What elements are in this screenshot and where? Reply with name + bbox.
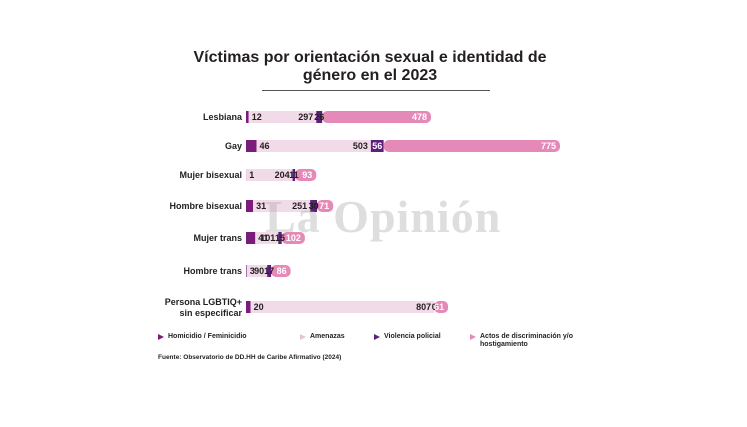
category-label: Mujer trans [193, 233, 242, 243]
data-label: 101 [260, 233, 275, 243]
legend-label-actos: Actos de discriminación y/o hostigamient… [480, 333, 573, 348]
data-label: 17 [264, 266, 274, 276]
bar-segment [255, 232, 279, 244]
bar-segment [310, 200, 317, 212]
data-label: 15 [275, 233, 285, 243]
category-label: Gay [225, 141, 242, 151]
bar-segment [292, 169, 296, 181]
category-label: Lesbiana [203, 112, 243, 122]
data-label: 297 [298, 112, 313, 122]
data-label: 102 [286, 233, 301, 243]
data-label: 12 [252, 112, 262, 122]
data-label: 0 [432, 302, 437, 312]
legend-label-homicidio: Homicidio / Feminicidio [168, 333, 247, 340]
bar-segment [248, 111, 317, 123]
bar-segment [253, 200, 311, 212]
bar-segment [246, 301, 251, 313]
legend-label-amenazas: Amenazas [310, 333, 345, 340]
bar-segment [271, 265, 291, 277]
bar-segment [246, 265, 247, 277]
legend-swatch-homicidio [158, 334, 164, 340]
watermark-logo: La Opinión [265, 191, 502, 242]
data-label: 775 [541, 141, 556, 151]
bar-segment [295, 169, 317, 181]
legend-label-violencia: Violencia policial [384, 333, 441, 340]
legend-swatch-actos [470, 334, 476, 340]
chart-title: Víctimas por orientación sexual e identi… [193, 49, 547, 84]
data-label: 61 [434, 302, 444, 312]
bar-segment [322, 111, 431, 123]
data-label: 41 [258, 233, 268, 243]
category-label: Hombre trans [183, 266, 242, 276]
category-label: sin especificar [179, 308, 242, 318]
data-label: 26 [314, 112, 324, 122]
legend-swatch-violencia [374, 334, 380, 340]
bar-segment [246, 140, 257, 152]
bar-segment [434, 301, 449, 313]
legend-swatch-amenazas [300, 334, 306, 340]
bar-segment [317, 200, 334, 212]
data-label: 30 [309, 201, 319, 211]
data-label: 86 [277, 266, 287, 276]
data-label: 503 [353, 141, 368, 151]
data-label: 71 [319, 201, 329, 211]
data-label: 1 [249, 170, 254, 180]
category-label: Mujer bisexual [179, 170, 242, 180]
bar-segment [316, 111, 323, 123]
data-label: 31 [256, 201, 266, 211]
bar-segment [246, 111, 249, 123]
category-label: Persona LGBTIQ+ [165, 297, 242, 307]
source-note: Fuente: Observatorio de DD.HH de Caribe … [158, 354, 342, 361]
bar-segment [246, 265, 268, 277]
bar-segment [246, 169, 293, 181]
bar-segment [246, 232, 256, 244]
data-label: 204 [275, 170, 290, 180]
title-underline [262, 90, 490, 91]
bar-segment [267, 265, 272, 277]
bar-segment [256, 140, 371, 152]
data-label: 56 [372, 141, 382, 151]
bar-segment [246, 200, 254, 212]
data-label: 478 [412, 112, 427, 122]
data-label: 251 [292, 201, 307, 211]
data-label: 20 [254, 302, 264, 312]
bar-segment [281, 232, 305, 244]
data-label: 807 [416, 302, 431, 312]
bar-segment [383, 140, 560, 152]
data-label: 90 [254, 266, 264, 276]
bar-segment [250, 301, 435, 313]
bar-segment [370, 140, 384, 152]
data-label: 3 [250, 266, 255, 276]
category-label: Hombre bisexual [169, 201, 242, 211]
data-label: 11 [289, 170, 299, 180]
chart-legend: Homicidio / Feminicidio Amenazas Violenc… [158, 333, 588, 363]
data-label: 46 [260, 141, 270, 151]
data-label: 93 [302, 170, 312, 180]
bar-segment [278, 232, 282, 244]
